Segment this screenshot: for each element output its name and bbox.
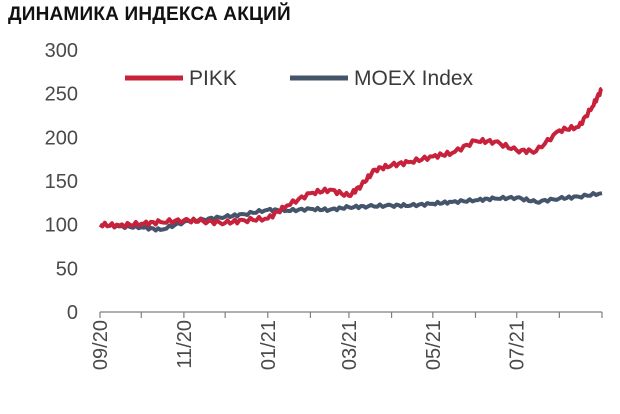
y-tick-label: 150 [45, 171, 78, 193]
series-lines [98, 86, 604, 233]
y-axis-ticks: 0 50 100 150 200 250 300 [45, 40, 78, 324]
x-tick-label: 01/21 [258, 320, 280, 370]
x-tick-label: 09/20 [90, 320, 112, 370]
series-line-moex [99, 191, 603, 233]
x-tick-label: 05/21 [423, 320, 445, 370]
y-tick-label: 50 [56, 258, 78, 280]
y-tick-label: 0 [67, 302, 78, 324]
legend: PIKK MOEX Index [125, 67, 474, 90]
x-tick-label: 11/20 [174, 320, 196, 369]
x-tick-label: 07/21 [507, 320, 529, 370]
legend-label: MOEX Index [354, 67, 474, 90]
x-axis: 09/20 11/20 01/21 03/21 05/21 07/21 [90, 311, 603, 370]
series-line-pikk [98, 86, 604, 230]
y-tick-label: 200 [45, 127, 78, 149]
legend-label: PIKK [189, 67, 237, 90]
y-tick-label: 300 [45, 40, 78, 62]
y-tick-label: 100 [45, 215, 78, 237]
x-tick-label: 03/21 [339, 320, 361, 370]
y-tick-label: 250 [45, 84, 78, 106]
chart-title: ДИНАМИКА ИНДЕКСА АКЦИЙ [8, 4, 291, 25]
